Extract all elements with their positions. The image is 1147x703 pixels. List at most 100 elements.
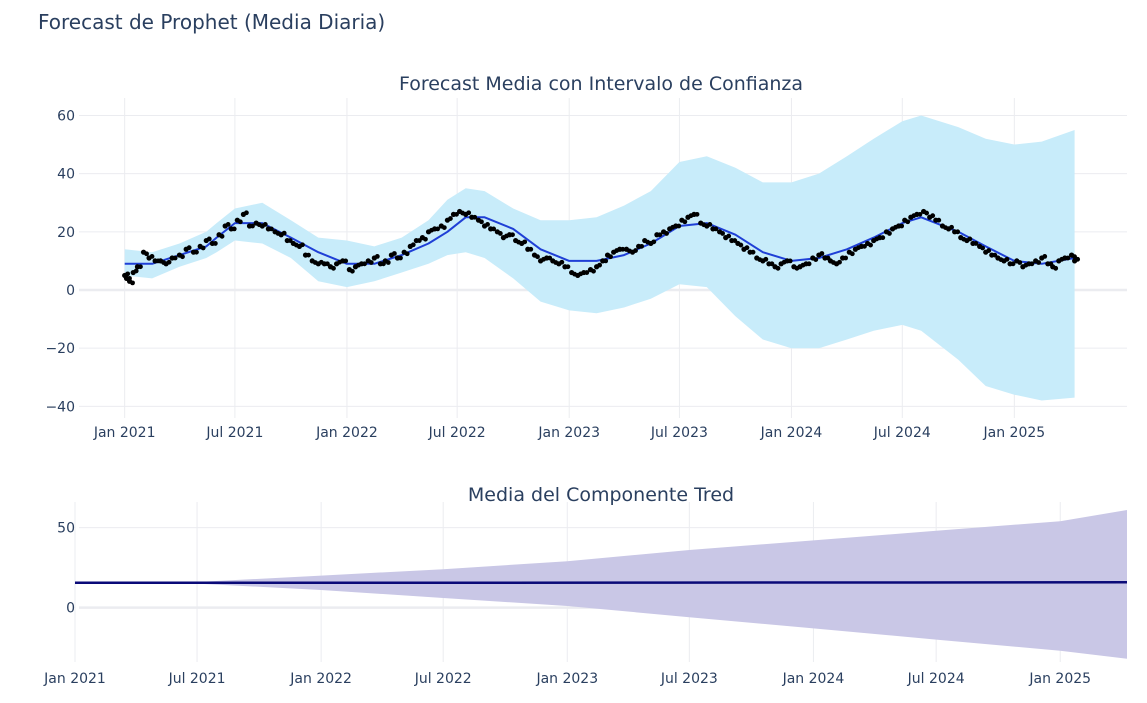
- observed-point: [497, 231, 503, 236]
- observed-point: [837, 259, 842, 265]
- observed-point: [200, 245, 206, 251]
- observed-point: [880, 235, 886, 241]
- observed-point: [225, 222, 231, 227]
- x-tick-label: Jul 2023: [660, 671, 718, 687]
- observed-point: [362, 261, 367, 267]
- observed-point: [237, 219, 243, 225]
- observed-point: [1017, 260, 1023, 265]
- observed-point: [212, 241, 218, 246]
- observed-point: [559, 259, 565, 265]
- observed-point: [868, 242, 873, 248]
- observed-point: [676, 223, 682, 229]
- trend-x-ticks: Jan 2021 Jul 2021 Jan 2022 Jul 2022 Jan 2023…: [43, 671, 1091, 687]
- observed-point: [720, 231, 726, 236]
- observed-point: [435, 226, 441, 232]
- forecast-confidence-band: [124, 115, 1075, 401]
- y-tick-label: 50: [57, 521, 75, 537]
- y-tick-label: −40: [45, 399, 75, 415]
- observed-point: [899, 223, 905, 229]
- x-tick-label: Jul 2024: [873, 425, 931, 441]
- observed-point: [166, 259, 172, 265]
- observed-point: [591, 268, 596, 274]
- observed-point: [268, 226, 274, 232]
- observed-point: [186, 245, 192, 251]
- confidence-band-area: [124, 115, 1075, 401]
- observed-point: [522, 239, 528, 245]
- observed-point: [694, 211, 700, 217]
- observed-point: [1053, 265, 1059, 271]
- trend-confidence-band: [75, 510, 1127, 659]
- observed-point: [1010, 261, 1016, 267]
- observed-point: [194, 249, 199, 255]
- observed-point: [385, 260, 391, 265]
- observed-point: [172, 255, 178, 261]
- observed-point: [597, 262, 603, 268]
- observed-point: [250, 223, 255, 229]
- observed-point: [924, 210, 930, 216]
- observed-point: [244, 210, 249, 216]
- trend-path: [75, 581, 1128, 585]
- y-tick-label: 60: [57, 108, 75, 124]
- observed-point: [775, 265, 781, 271]
- observed-point: [262, 222, 268, 227]
- trend-line: [75, 581, 1128, 585]
- observed-point: [565, 264, 571, 270]
- y-tick-label: 20: [57, 225, 75, 241]
- observed-point: [763, 256, 769, 262]
- observed-point: [980, 245, 986, 251]
- observed-point: [620, 246, 626, 252]
- observed-point: [281, 230, 287, 236]
- x-tick-label: Jan 2021: [43, 671, 106, 687]
- y-tick-label: 0: [66, 283, 75, 299]
- observed-point: [149, 254, 155, 259]
- observed-point: [930, 213, 936, 219]
- observed-point: [639, 243, 645, 249]
- observed-point: [955, 229, 961, 235]
- observed-point: [368, 260, 374, 265]
- observed-point: [608, 254, 613, 260]
- observed-point: [657, 232, 663, 238]
- observed-point: [682, 219, 688, 225]
- observed-point: [584, 270, 590, 275]
- observed-point: [343, 258, 349, 264]
- trend-y-ticks: 0 50: [57, 521, 75, 617]
- observed-point: [466, 210, 472, 216]
- forecast-y-ticks: −40 −20 0 20 40 60: [45, 108, 75, 415]
- observed-point: [967, 236, 973, 242]
- observed-point: [1065, 255, 1071, 261]
- x-tick-label: Jan 2021: [93, 425, 156, 441]
- x-tick-label: Jan 2025: [1028, 671, 1091, 687]
- x-tick-label: Jul 2022: [428, 425, 486, 441]
- observed-point: [738, 242, 744, 248]
- observed-point: [603, 258, 609, 264]
- observed-point: [1042, 254, 1048, 259]
- observed-point: [391, 251, 397, 256]
- observed-point: [936, 217, 942, 223]
- observed-point: [331, 265, 336, 271]
- observed-point: [905, 219, 911, 225]
- x-tick-label: Jul 2021: [168, 671, 226, 687]
- observed-point: [404, 251, 410, 257]
- observed-point: [1036, 260, 1042, 265]
- observed-point: [479, 219, 484, 225]
- observed-point: [231, 226, 237, 232]
- observed-point: [726, 233, 732, 239]
- observed-point: [813, 257, 819, 262]
- forecast-path: [124, 216, 1075, 265]
- x-tick-label: Jan 2024: [782, 671, 845, 687]
- observed-point: [1004, 256, 1010, 262]
- observed-point: [1075, 256, 1081, 262]
- observed-point: [843, 255, 849, 261]
- observed-point: [441, 225, 447, 231]
- y-tick-label: −20: [45, 341, 75, 357]
- observed-point: [125, 271, 131, 277]
- forecast-line: [124, 216, 1075, 265]
- observed-point: [887, 231, 892, 236]
- forecast-chart: Forecast Media con Intervalo de Confianz…: [45, 73, 1127, 441]
- x-tick-label: Jan 2023: [535, 671, 598, 687]
- observed-point: [787, 258, 793, 264]
- observed-points: [122, 208, 1081, 286]
- observed-point: [219, 233, 225, 239]
- x-tick-label: Jul 2022: [414, 671, 472, 687]
